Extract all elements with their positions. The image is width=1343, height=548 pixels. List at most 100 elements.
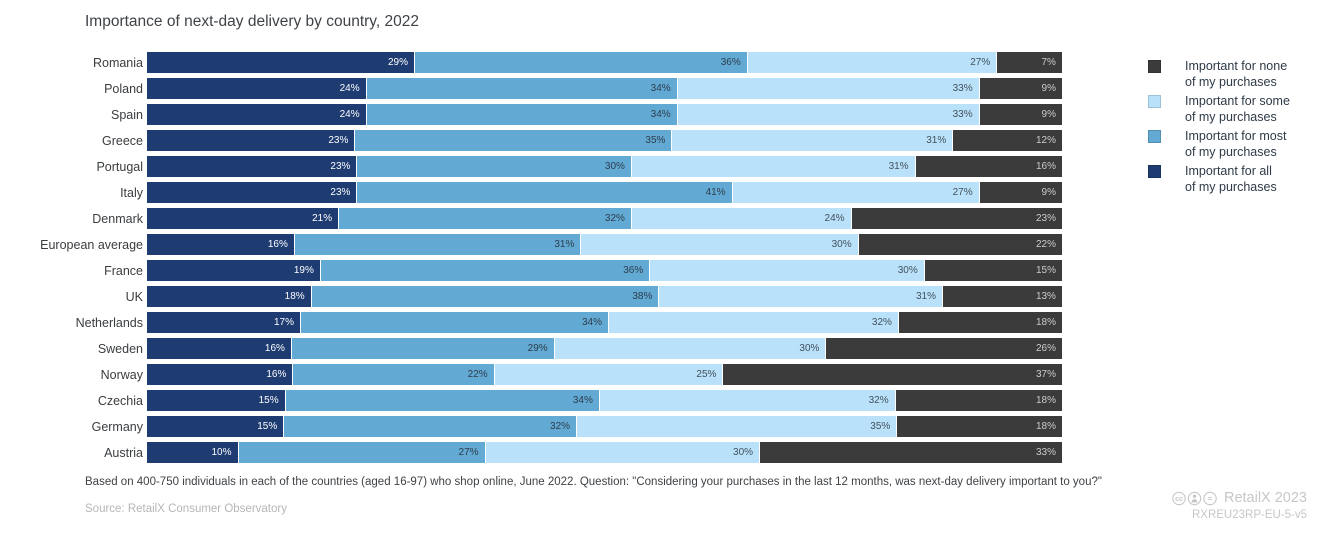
bar-segment-none: 7%: [997, 52, 1062, 73]
segment-value-label: 12%: [1035, 135, 1056, 146]
segment-value-label: 30%: [799, 343, 820, 354]
segment-value-label: 16%: [1035, 161, 1056, 172]
bar-segment-some: 33%: [677, 78, 980, 99]
country-label: Germany: [91, 419, 143, 434]
chart-row: European average 16% 31% 30% 22%: [0, 234, 1066, 255]
segment-value-label: 38%: [632, 291, 653, 302]
chart-row: Netherlands 17% 34% 32% 18%: [0, 312, 1066, 333]
segment-value-label: 18%: [1035, 395, 1056, 406]
bar-segment-none: 26%: [826, 338, 1062, 359]
chart-row: Denmark 21% 32% 24% 23%: [0, 208, 1066, 229]
bar-segment-some: 27%: [747, 52, 998, 73]
stacked-bar: 16% 22% 25% 37%: [147, 364, 1062, 385]
branding-block: cc = RetailX 2023 RXREU23RP-EU-5-v5: [1172, 490, 1307, 521]
bar-segment-some: 32%: [609, 312, 899, 333]
chart-row: Italy 23% 41% 27% 9%: [0, 182, 1066, 203]
bar-segment-all: 23%: [147, 156, 358, 177]
bar-segment-none: 9%: [979, 182, 1062, 203]
segment-value-label: 33%: [952, 83, 973, 94]
bar-segment-all: 16%: [147, 364, 294, 385]
segment-value-label: 29%: [527, 343, 548, 354]
bar-segment-some: 25%: [494, 364, 724, 385]
segment-value-label: 23%: [328, 135, 349, 146]
bar-segment-all: 21%: [147, 208, 340, 229]
segment-value-label: 32%: [604, 213, 625, 224]
segment-value-label: 34%: [572, 395, 593, 406]
bar-segment-all: 15%: [147, 416, 285, 437]
segment-value-label: 15%: [258, 395, 279, 406]
bar-segment-most: 32%: [284, 416, 578, 437]
footnote-text: Based on 400-750 individuals in each of …: [85, 476, 1102, 488]
bar-segment-most: 36%: [415, 52, 748, 73]
segment-value-label: 13%: [1035, 291, 1056, 302]
bar-segment-all: 16%: [147, 234, 295, 255]
bar-segment-all: 17%: [147, 312, 301, 333]
segment-value-label: 16%: [266, 369, 287, 380]
country-label: Greece: [102, 133, 143, 148]
segment-value-label: 30%: [604, 161, 625, 172]
legend-label: Important for all of my purchases: [1185, 164, 1277, 194]
segment-value-label: 21%: [312, 213, 333, 224]
segment-value-label: 34%: [650, 109, 671, 120]
country-label: Norway: [100, 367, 143, 382]
bar-segment-some: 31%: [631, 156, 916, 177]
bar-segment-all: 23%: [147, 130, 356, 151]
bar-segment-all: 24%: [147, 78, 367, 99]
chart-row: Sweden 16% 29% 30% 26%: [0, 338, 1066, 359]
segment-value-label: 10%: [211, 447, 232, 458]
segment-value-label: 31%: [926, 135, 947, 146]
country-label: Poland: [104, 81, 143, 96]
bar-segment-none: 15%: [924, 260, 1062, 281]
bar-segment-none: 18%: [897, 416, 1062, 437]
segment-value-label: 36%: [623, 265, 644, 276]
segment-value-label: 15%: [257, 421, 278, 432]
chart-row: Romania 29% 36% 27% 7%: [0, 52, 1066, 73]
cc-license-icons: cc =: [1172, 491, 1217, 505]
bar-segment-all: 16%: [147, 338, 292, 359]
bar-segment-all: 10%: [147, 442, 239, 463]
stacked-bar-chart: Romania 29% 36% 27% 7% Poland 24% 34% 33% 9% Spain…: [0, 52, 1066, 468]
bar-segment-some: 30%: [554, 338, 827, 359]
country-label: Netherlands: [75, 315, 143, 330]
segment-value-label: 33%: [952, 109, 973, 120]
chart-rows: Romania 29% 36% 27% 7% Poland 24% 34% 33% 9% Spain…: [0, 52, 1066, 463]
stacked-bar: 23% 41% 27% 9%: [147, 182, 1062, 203]
stacked-bar: 15% 34% 32% 18%: [147, 390, 1062, 411]
segment-value-label: 9%: [1041, 109, 1056, 120]
segment-value-label: 22%: [467, 369, 488, 380]
chart-row: Germany 15% 32% 35% 18%: [0, 416, 1066, 437]
chart-row: Spain 24% 34% 33% 9%: [0, 104, 1066, 125]
country-label: Portugal: [96, 159, 143, 174]
chart-title: Importance of next-day delivery by count…: [85, 13, 419, 30]
bar-segment-most: 35%: [355, 130, 673, 151]
segment-value-label: 30%: [831, 239, 852, 250]
stacked-bar: 23% 35% 31% 12%: [147, 130, 1062, 151]
bar-segment-none: 16%: [915, 156, 1062, 177]
segment-value-label: 9%: [1041, 83, 1056, 94]
chart-row: Norway 16% 22% 25% 37%: [0, 364, 1066, 385]
segment-value-label: 34%: [650, 83, 671, 94]
segment-value-label: 27%: [458, 447, 479, 458]
bar-segment-some: 35%: [577, 416, 898, 437]
segment-value-label: 26%: [1035, 343, 1056, 354]
bar-segment-all: 19%: [147, 260, 321, 281]
segment-value-label: 31%: [554, 239, 575, 250]
stacked-bar: 16% 31% 30% 22%: [147, 234, 1062, 255]
segment-value-label: 23%: [330, 187, 351, 198]
stacked-bar: 21% 32% 24% 23%: [147, 208, 1062, 229]
segment-value-label: 25%: [696, 369, 717, 380]
country-label: Italy: [120, 185, 143, 200]
segment-value-label: 32%: [550, 421, 571, 432]
chart-row: France 19% 36% 30% 15%: [0, 260, 1066, 281]
bar-segment-none: 33%: [760, 442, 1062, 463]
bar-segment-some: 31%: [672, 130, 954, 151]
bar-segment-none: 9%: [979, 104, 1062, 125]
segment-value-label: 23%: [1035, 213, 1056, 224]
bar-segment-none: 12%: [953, 130, 1062, 151]
segment-value-label: 18%: [1035, 317, 1056, 328]
bar-segment-most: 38%: [311, 286, 660, 307]
segment-value-label: 16%: [264, 343, 285, 354]
legend-label: Important for some of my purchases: [1185, 94, 1290, 124]
bar-segment-none: 18%: [895, 390, 1062, 411]
